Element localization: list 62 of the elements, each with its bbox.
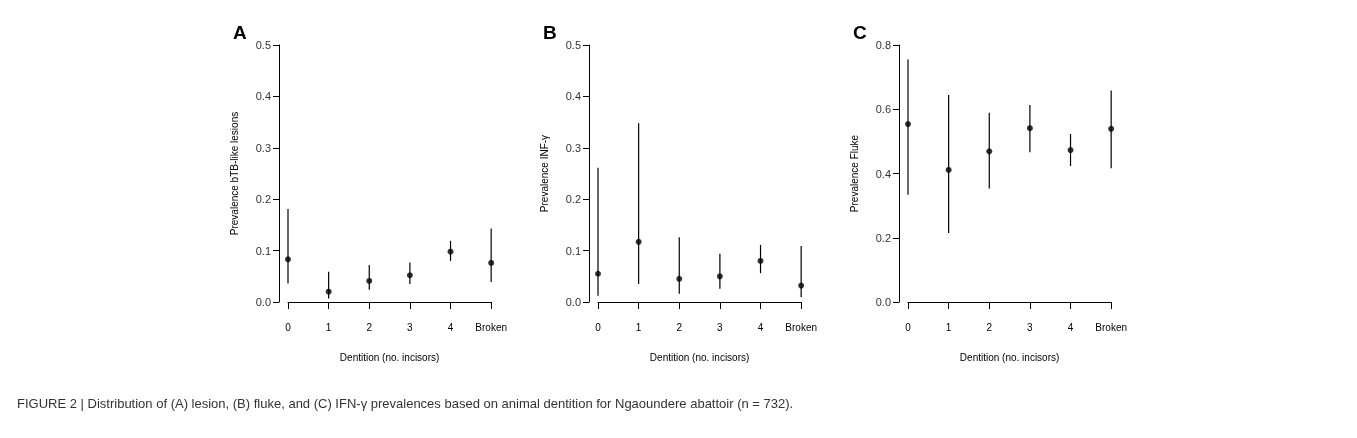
- chart-title: A: [233, 22, 247, 43]
- y-tick-label: 0.8: [875, 39, 891, 51]
- y-tick-label: 0.1: [565, 244, 581, 257]
- point: [1067, 147, 1074, 154]
- x-tick-label: 4: [757, 321, 764, 333]
- y-tick-label: 0.5: [255, 39, 271, 51]
- x-tick-label: 0: [905, 321, 912, 333]
- x-tick-label: 3: [407, 321, 414, 333]
- x-tick-label: 2: [366, 321, 373, 333]
- y-axis-title: Prevalence Fluke: [848, 134, 860, 213]
- point: [716, 273, 723, 280]
- point: [1026, 125, 1033, 132]
- x-tick-label: 4: [1067, 321, 1074, 333]
- y-tick-label: 0.5: [565, 39, 581, 51]
- point: [406, 272, 413, 279]
- x-tick-label: 2: [986, 321, 993, 333]
- point: [945, 166, 952, 173]
- chart-title: B: [543, 22, 557, 43]
- y-axis-title: Prevalence INF-γ: [538, 134, 550, 213]
- point: [986, 148, 993, 155]
- y-tick-label: 0.3: [255, 141, 271, 154]
- y-tick-label: 0.0: [565, 296, 581, 308]
- y-tick-label: 0.2: [565, 193, 581, 206]
- x-tick-label: Broken: [475, 321, 507, 333]
- y-tick-label: 0.2: [255, 193, 271, 206]
- y-tick-label: 0.0: [875, 296, 891, 308]
- y-tick-label: 0.1: [255, 244, 271, 257]
- x-tick-label: 1: [635, 321, 642, 333]
- caption: FIGURE 2 | Distribution of (A) lesion, (B) fluke, and (C) IFN-γ prevalences based on animal dentition for Ngaoundere abattoir (n = 732).: [17, 396, 794, 411]
- y-tick-label: 0.4: [565, 90, 581, 103]
- x-axis-title: Dentition (no. incisors): [339, 351, 440, 363]
- x-tick-label: 0: [285, 321, 292, 333]
- x-tick-label: Broken: [1095, 321, 1127, 333]
- point: [905, 121, 911, 128]
- y-tick-label: 0.4: [875, 167, 891, 180]
- point: [366, 277, 373, 284]
- x-tick-label: 1: [325, 321, 332, 333]
- y-tick-label: 0.4: [255, 90, 271, 103]
- point: [635, 238, 642, 245]
- y-tick-label: 0.3: [565, 141, 581, 154]
- x-tick-label: 1: [945, 321, 952, 333]
- x-tick-label: Broken: [785, 321, 817, 333]
- point: [488, 259, 495, 266]
- y-tick-label: 0.0: [255, 296, 271, 308]
- x-tick-label: 3: [717, 321, 724, 333]
- point: [325, 288, 332, 295]
- point: [676, 275, 683, 282]
- chart-title: C: [853, 22, 867, 43]
- point: [798, 282, 805, 289]
- y-tick-label: 0.6: [875, 103, 891, 116]
- point: [285, 256, 291, 263]
- x-tick-label: 0: [595, 321, 602, 333]
- y-tick-label: 0.2: [875, 231, 891, 244]
- y-axis-title: Prevalence bTB-like lesions: [228, 111, 240, 236]
- x-tick-label: 2: [676, 321, 683, 333]
- point: [595, 270, 601, 277]
- x-tick-label: 4: [447, 321, 454, 333]
- point: [1108, 125, 1115, 132]
- x-axis-title: Dentition (no. incisors): [959, 351, 1060, 363]
- x-tick-label: 3: [1027, 321, 1034, 333]
- point: [757, 257, 764, 264]
- x-axis-title: Dentition (no. incisors): [649, 351, 750, 363]
